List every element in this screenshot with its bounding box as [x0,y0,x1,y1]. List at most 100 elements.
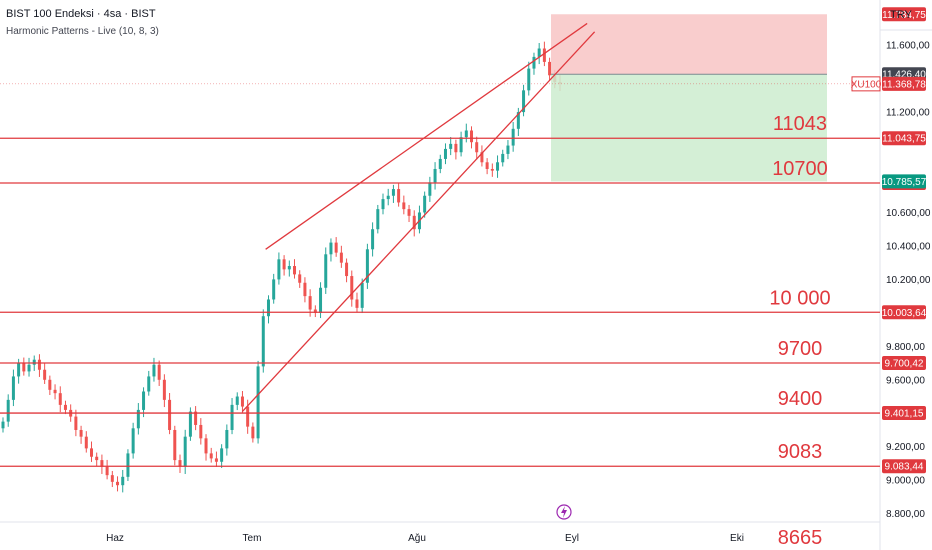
time-tick-label: Tem [243,533,262,544]
candle-body [220,448,224,462]
level-price-tag-text: 9.083,44 [885,462,924,473]
current-price-tag-text: 11.368,78 [882,79,926,90]
candle-body [173,429,177,461]
price-tick-label: 9.200,00 [886,442,925,453]
wedge-lower-line [241,31,596,413]
candle-body [360,282,364,308]
candle-body [199,424,203,439]
currency-label[interactable]: TRY [890,9,912,21]
candle-body [345,262,349,277]
candle-body [121,476,125,486]
indicator-legend[interactable]: Harmonic Patterns - Live (10, 8, 3) [6,26,159,37]
chart-title: BIST 100 Endeksi · 4sa · BIST [6,8,156,20]
wedge-upper-line [265,22,588,250]
level-label: 9700 [778,338,823,360]
level-label: 11043 [773,113,827,135]
candle-body [147,376,151,392]
candle-body [391,189,395,196]
level-label: 10700 [772,158,828,180]
lightning-event-icon [556,504,572,520]
level-price-tag-text: 9.700,42 [885,358,924,369]
candle-body [386,195,390,200]
candle-body [178,460,182,467]
candle-body [6,399,10,422]
candle-body [162,379,166,400]
candle-body [194,411,198,425]
candle-body [251,426,255,439]
target-price-tag-text: 10.785,57 [882,177,927,188]
candle-body [53,389,57,394]
lightning-glyph [561,506,567,518]
candle-body [334,242,338,253]
candle-body [511,128,515,146]
price-tick-label: 9.600,00 [886,375,925,386]
level-label: 10 000 [769,287,830,309]
candle-body [423,195,427,213]
level-price-tag [882,355,926,370]
level-price-tag [882,131,926,146]
candle-body [501,153,505,163]
candle-body [365,249,369,283]
level-price-tag [882,305,926,320]
level-label: 8665 [778,527,823,549]
candle-body [490,168,494,171]
time-tick-label: Eyl [565,533,579,544]
candle-body [110,475,114,482]
candle-body [480,152,484,163]
candle-body [27,364,31,372]
candle-body [261,316,265,367]
candle-body [522,90,526,113]
candle-body [371,229,375,250]
price-tick-label: 9.000,00 [886,476,925,487]
candle-body [58,393,62,405]
price-tick-label: 10.400,00 [886,241,931,252]
candle-body [240,396,244,407]
candle-body [225,429,229,449]
stop-loss-zone [551,14,827,75]
level-label: 9083 [778,441,823,463]
candle-body [438,158,442,169]
candle-body [506,145,510,154]
price-tick-label: 11.200,00 [886,108,930,119]
stop-price-tag [882,7,926,22]
candle-body [339,252,343,263]
take-profit-zone [551,74,827,182]
level-price-tag-text: 10.003,64 [882,308,927,319]
candle-body [100,460,104,467]
candle-body [235,396,239,405]
candle-body [308,296,312,310]
stop-price-tag-text: 11.784,75 [882,10,926,21]
price-tick-label: 8.800,00 [886,509,925,520]
candle-body [277,259,281,280]
candle-body [17,363,21,377]
candle-body [157,364,161,380]
candle-body [131,428,135,454]
price-tick-label: 11.600,00 [886,41,930,52]
symbol-badge-text: XU100 [851,79,882,90]
candle-body [22,363,26,372]
candle-body [397,189,401,203]
candle-body [527,68,531,91]
level-price-tag-text: 9.401,15 [885,409,924,420]
price-tick-label: 9.800,00 [886,342,925,353]
candle-body [105,466,109,476]
candle-body [470,130,474,143]
time-tick-label: Ağu [408,533,426,544]
candle-body [63,404,67,410]
candle-body [1,421,5,429]
candle-body [298,274,302,283]
candle-body [32,359,36,365]
candle-body [355,299,359,308]
candle-body [459,137,463,153]
candle-body [214,458,218,462]
candle-body [89,448,93,457]
candle-body [350,276,354,300]
candle-body [48,379,52,390]
candle-body [548,61,552,76]
candle-body [428,182,432,196]
candle-body [152,364,156,377]
candle-body [475,142,479,153]
price-tick-label: 10.200,00 [886,275,931,286]
candle-body [142,391,146,410]
